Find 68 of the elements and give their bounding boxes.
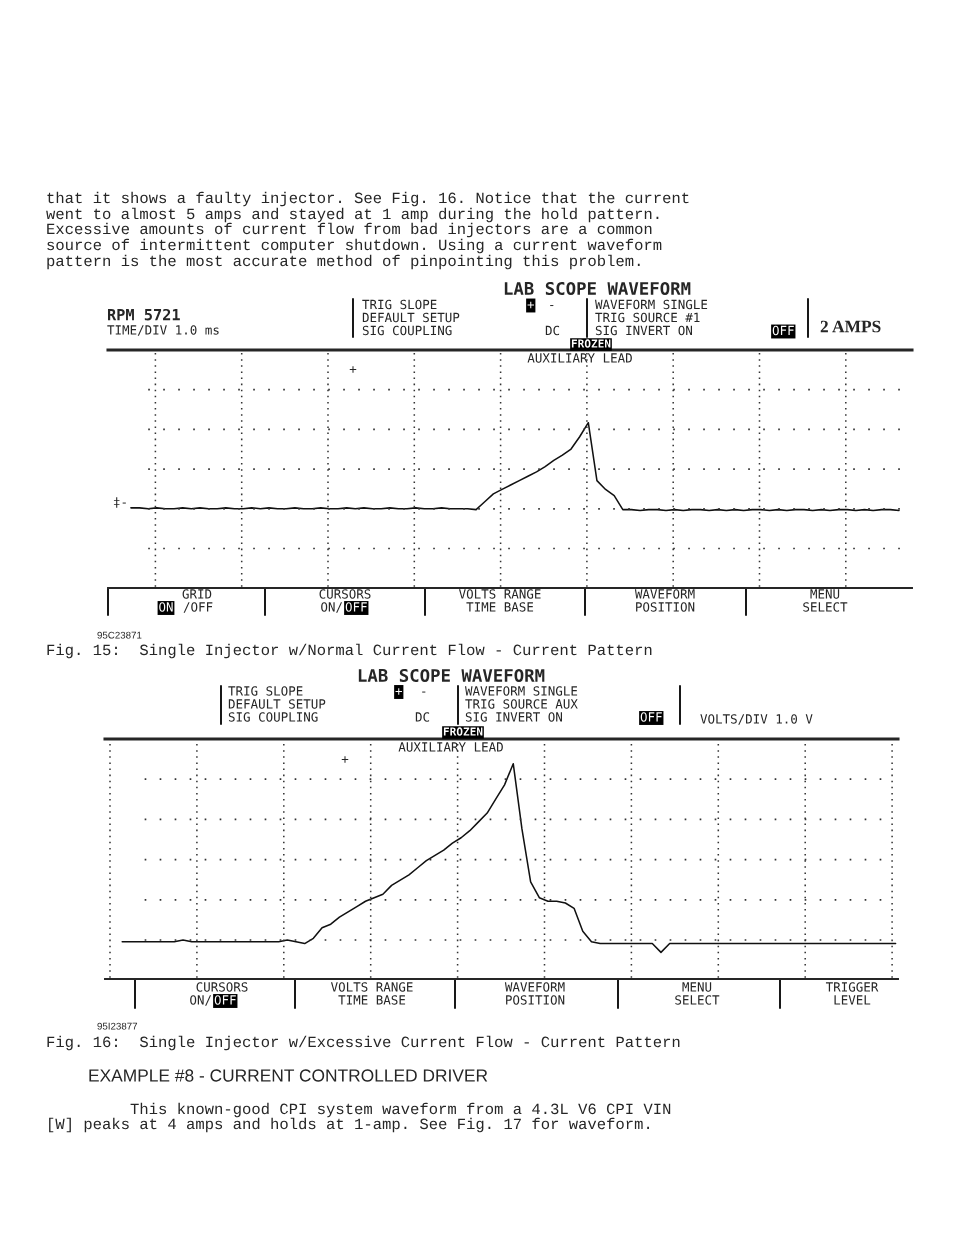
text: TIME BASE: [466, 602, 534, 612]
text: OFF: [214, 995, 236, 1005]
text: RPM 5721: [107, 308, 180, 321]
caption: Fig. 15: Single Injector w/Normal Current Flow - Current Pattern: [47, 643, 652, 659]
text: FROZEN: [443, 727, 483, 736]
text: +: [341, 756, 349, 763]
text: OFF: [772, 325, 794, 336]
text: WAVEFORM: [504, 982, 565, 992]
text: AUXILIARY LEAD: [398, 742, 503, 752]
text: 2 AMPS: [820, 320, 881, 333]
text: TRIG SOURCE AUX: [465, 699, 578, 709]
text: SELECT: [803, 602, 848, 612]
text: OFF: [345, 602, 367, 612]
text: +: [349, 366, 357, 373]
text: DEFAULT SETUP: [362, 312, 460, 323]
text: 95I23877: [97, 1022, 138, 1030]
text: FROZEN: [571, 339, 611, 348]
text: VOLTS RANGE: [330, 982, 413, 992]
text: 95C23871: [97, 631, 142, 639]
text: ON/: [321, 602, 343, 613]
text: +: [527, 301, 534, 309]
text: ‡-: [113, 497, 126, 508]
text: TIME BASE: [338, 995, 406, 1005]
text: WAVEFORM: [634, 589, 695, 599]
text: Excessive amounts of current flow from bad injectors are a common: [47, 222, 652, 238]
text: CURSORS: [196, 982, 248, 992]
text: ON: [159, 602, 173, 612]
text: SIG INVERT ON: [465, 712, 562, 722]
text: -: [550, 305, 554, 307]
text: TRIG SLOPE: [228, 686, 303, 696]
chart-title: LAB SCOPE WAVEFORM: [504, 281, 691, 296]
text: POSITION: [506, 995, 565, 1005]
text: SIG COUPLING: [362, 325, 452, 336]
text: TIME/DIV 1.0 ms: [107, 325, 219, 336]
text: pattern is the most accurate method of pinpointing this problem.: [47, 254, 640, 270]
text: WAVEFORM SINGLE: [595, 299, 708, 310]
text: CURSORS: [319, 589, 371, 599]
text: LEVEL: [834, 995, 871, 1005]
text: SELECT: [675, 995, 720, 1005]
text: [W] peaks at 4 amps and holds at 1-amp. See Fig. 17 for waveform.: [49, 1117, 649, 1133]
text: went to almost 5 amps and stayed at 1 amp during the hold pattern.: [46, 207, 659, 223]
source-note: source of intermittent computer shutdown. Using a current waveform: [47, 238, 662, 254]
text: GRID: [182, 589, 212, 599]
text: AUXILIARY LEAD: [527, 353, 632, 363]
text: DC: [415, 712, 430, 722]
text: This known-good CPI system waveform from a 4.3L V6 CPI VIN: [130, 1102, 671, 1118]
text: VOLTS RANGE: [458, 589, 541, 599]
text: TRIG SOURCE #1: [595, 312, 700, 323]
chart-title: LAB SCOPE WAVEFORM: [358, 668, 545, 683]
text: EXAMPLE #8 - CURRENT CONTROLLED DRIVER: [89, 1069, 488, 1082]
text: DEFAULT SETUP: [228, 699, 326, 709]
text: MENU: [810, 589, 840, 599]
text: MENU: [682, 982, 712, 992]
text: OFF: [640, 712, 662, 722]
text: WAVEFORM SINGLE: [465, 686, 578, 696]
text: TRIGGER: [825, 982, 879, 992]
text: VOLTS/DIV 1.0 V: [700, 714, 813, 725]
text: POSITION: [636, 602, 695, 612]
text: that it shows a faulty injector. See Fig. 16. Notice that the current: [47, 191, 689, 207]
text: /OFF: [183, 602, 213, 613]
text: ON/: [190, 995, 212, 1006]
text: TRIG SLOPE: [362, 299, 437, 310]
text: DC: [545, 325, 560, 336]
text: -: [422, 691, 426, 693]
text: SIG INVERT ON: [595, 325, 692, 336]
text: +: [395, 688, 402, 695]
text: SIG COUPLING: [228, 712, 318, 722]
caption: Fig. 16: Single Injector w/Excessive Current Flow - Current Pattern: [47, 1035, 680, 1051]
